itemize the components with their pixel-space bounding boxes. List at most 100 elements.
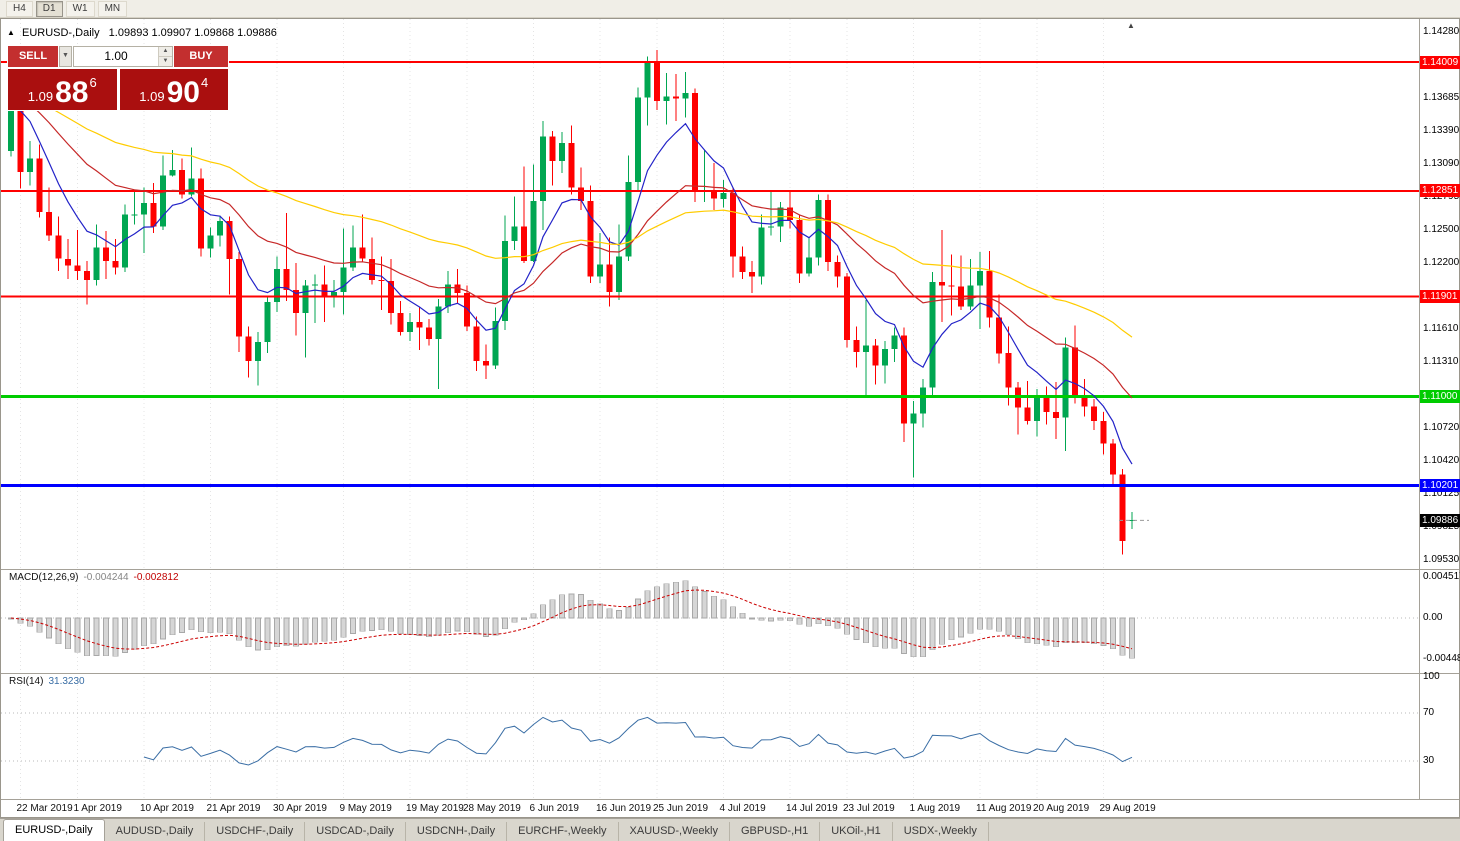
date-axis-label: 10 Apr 2019	[140, 803, 194, 814]
candle	[312, 284, 318, 286]
candle	[920, 387, 926, 414]
symbol-tab-USDCNHDaily[interactable]: USDCNH-,Daily	[406, 822, 508, 841]
candle	[122, 214, 128, 268]
candle	[768, 226, 774, 228]
candle	[36, 158, 43, 213]
candle	[853, 339, 860, 353]
rsi-value: 31.3230	[48, 676, 85, 687]
symbol-tab-USDXWeekly[interactable]: USDX-,Weekly	[893, 822, 989, 841]
price-axis-label: 1.14280	[1423, 26, 1460, 37]
candle	[540, 136, 546, 201]
candle	[217, 221, 223, 236]
ma-line-8	[10, 92, 1133, 465]
candle	[397, 313, 404, 333]
sell-price-big: 88	[55, 76, 89, 109]
rsi-axis-label: 100	[1423, 671, 1440, 682]
candle	[758, 227, 765, 277]
volume-increase-button[interactable]: ▲	[159, 47, 172, 57]
timeframe-button-W1[interactable]: W1	[65, 0, 95, 17]
macd-grid	[1, 569, 1419, 673]
pane-separator[interactable]	[1, 673, 1459, 674]
buy-price-sup: 4	[200, 75, 209, 90]
candle	[483, 361, 489, 366]
date-axis-separator	[1, 799, 1459, 800]
candle	[340, 267, 347, 293]
candle	[274, 268, 280, 303]
symbol-tab-UKOilH1[interactable]: UKOil-,H1	[820, 822, 893, 841]
macd-axis-label: 0.004517	[1423, 571, 1460, 582]
timeframe-button-MN[interactable]: MN	[97, 0, 128, 17]
candle	[369, 258, 375, 280]
date-axis-label: 1 Apr 2019	[73, 803, 122, 814]
symbol-tab-USDCHFDaily[interactable]: USDCHF-,Daily	[205, 822, 306, 841]
candle	[891, 335, 898, 349]
symbol-tab-EURCHFWeekly[interactable]: EURCHF-,Weekly	[507, 822, 619, 841]
candle	[1081, 395, 1088, 407]
volume-field[interactable]: 1.00 ▲ ▼	[73, 46, 173, 67]
candle	[530, 201, 537, 261]
one-click-panel-toggle-icon[interactable]: ▲	[7, 28, 15, 37]
candle	[511, 226, 518, 241]
level-price-tag: 1.12851	[1420, 184, 1460, 198]
candle	[749, 272, 755, 277]
rsi-indicator-name: RSI(14)	[9, 676, 44, 687]
candles-layer	[8, 49, 1135, 555]
main-price-chart[interactable]	[1, 19, 1419, 569]
candle	[1024, 407, 1031, 421]
candle	[188, 178, 195, 195]
volume-spinner: ▲ ▼	[158, 47, 172, 66]
candle	[606, 264, 613, 293]
macd-histogram	[8, 580, 1135, 659]
candle	[663, 96, 670, 101]
buy-price-display[interactable]: 1.09 90 4	[119, 69, 228, 110]
candle	[872, 345, 879, 366]
date-axis-label: 9 May 2019	[339, 803, 392, 814]
volume-value[interactable]: 1.00	[104, 49, 128, 63]
candle	[825, 199, 831, 262]
symbol-tab-USDCADDaily[interactable]: USDCAD-,Daily	[305, 822, 406, 841]
candle	[644, 63, 651, 98]
macd-indicator-name: MACD(12,26,9)	[9, 572, 79, 583]
candle	[141, 203, 147, 215]
symbol-tab-AUDUSDDaily[interactable]: AUDUSD-,Daily	[105, 822, 206, 841]
macd-indicator-pane[interactable]	[1, 569, 1419, 673]
candle	[283, 268, 290, 290]
candle	[806, 257, 812, 274]
candle	[720, 193, 727, 199]
symbol-tab-XAUUSDWeekly[interactable]: XAUUSD-,Weekly	[619, 822, 730, 841]
candle	[863, 345, 869, 353]
price-axis-label: 1.09530	[1423, 554, 1460, 565]
candle	[27, 158, 33, 172]
date-axis-label: 6 Jun 2019	[529, 803, 580, 814]
volume-dropdown-button[interactable]: ▼	[59, 46, 72, 67]
candle	[939, 282, 945, 286]
candle	[929, 282, 936, 388]
candle	[131, 214, 138, 216]
candle	[948, 285, 955, 287]
buy-button[interactable]: BUY	[174, 46, 228, 67]
level-price-tag: 1.10201	[1420, 478, 1460, 492]
timeframe-button-H4[interactable]: H4	[6, 0, 33, 17]
symbol-tab-GBPUSDH1[interactable]: GBPUSD-,H1	[730, 822, 821, 841]
candle	[986, 271, 993, 318]
rsi-indicator-pane[interactable]	[1, 673, 1419, 799]
volume-decrease-button[interactable]: ▼	[159, 57, 172, 66]
chart-ohlc-values: 1.09893 1.09907 1.09868 1.09886	[108, 27, 277, 39]
symbol-tab-EURUSDDaily[interactable]: EURUSD-,Daily	[3, 819, 105, 841]
candle	[302, 285, 309, 314]
timeframe-button-D1[interactable]: D1	[35, 0, 63, 17]
candle	[236, 258, 242, 337]
date-axis-label: 20 Aug 2019	[1033, 803, 1090, 814]
sell-button[interactable]: SELL	[8, 46, 58, 67]
candle	[426, 327, 432, 339]
candle	[882, 348, 888, 366]
hlines-layer[interactable]	[1, 61, 1419, 487]
candle	[502, 241, 508, 321]
candle	[1072, 347, 1078, 396]
candle	[692, 93, 698, 191]
rsi-label: RSI(14) 31.3230	[9, 676, 85, 687]
candle	[673, 96, 679, 99]
pane-separator[interactable]	[1, 569, 1459, 570]
candle	[160, 175, 166, 227]
sell-price-display[interactable]: 1.09 88 6	[8, 69, 117, 110]
